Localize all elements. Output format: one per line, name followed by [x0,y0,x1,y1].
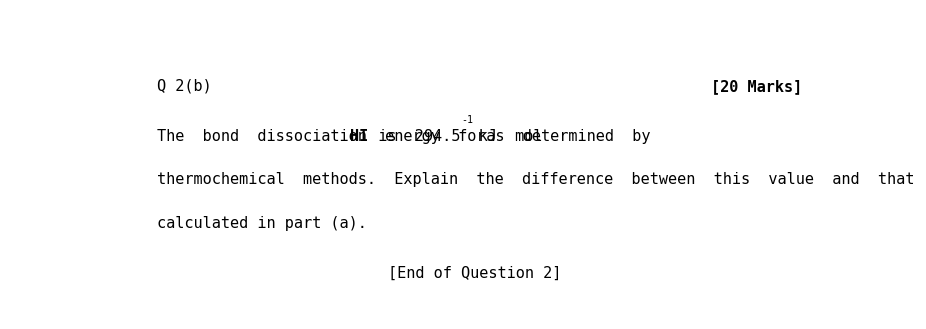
Text: calculated in part (a).: calculated in part (a). [156,215,367,231]
Text: [End of Question 2]: [End of Question 2] [388,266,561,281]
Text: is  294.5  kJ  mol: is 294.5 kJ mol [359,129,543,144]
Text: thermochemical  methods.  Explain  the  difference  between  this  value  and  t: thermochemical methods. Explain the diff… [156,172,914,188]
Text: as  determined  by: as determined by [468,129,650,144]
Text: [20 Marks]: [20 Marks] [711,79,803,94]
Text: HI: HI [349,129,368,144]
Text: Q 2(b): Q 2(b) [156,79,211,94]
Text: -1: -1 [461,115,473,125]
Text: The  bond  dissociation  energy  for: The bond dissociation energy for [156,129,504,144]
